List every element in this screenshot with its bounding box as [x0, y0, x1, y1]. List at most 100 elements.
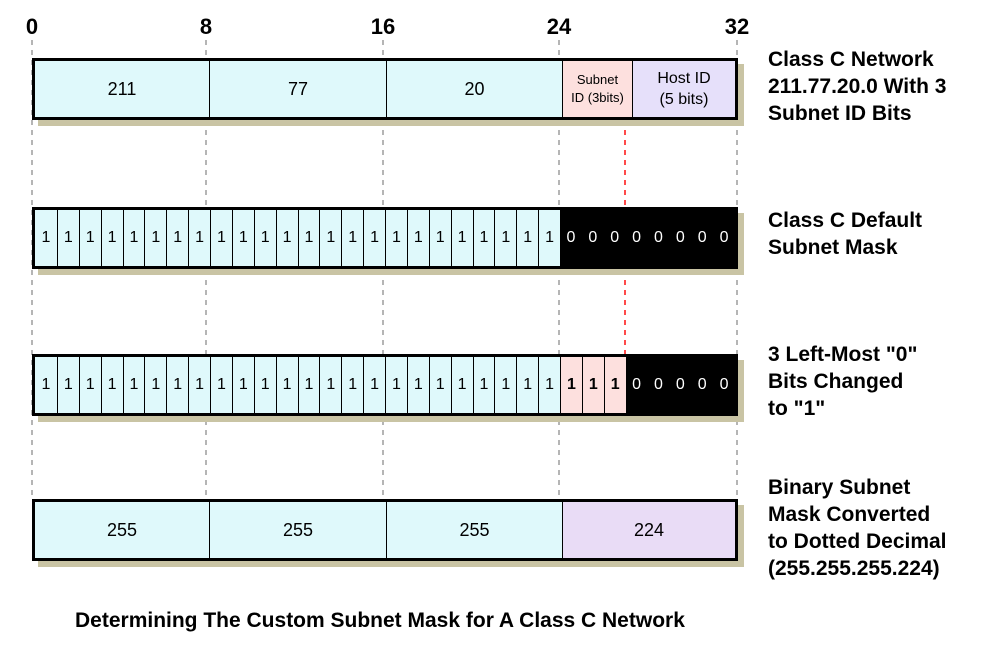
- bit-cell: 0: [625, 210, 648, 266]
- bit-cell: 1: [406, 357, 429, 413]
- custom-mask-label-line: 3 Left-Most "0": [768, 343, 918, 366]
- bit-cell: 1: [538, 357, 560, 413]
- bit-cell: 1: [100, 210, 123, 266]
- scale-label-32: 32: [724, 14, 750, 39]
- bit-cell: 0: [603, 210, 626, 266]
- host-id-segment: Host ID (5 bits): [632, 61, 735, 117]
- decimal-octet-2: 255: [209, 502, 386, 558]
- dotted-decimal-label-line: (255.255.255.224): [768, 557, 940, 580]
- scale-label-24: 24: [546, 14, 572, 39]
- bit-cell: 1: [275, 357, 298, 413]
- bit-cell: 1: [35, 357, 57, 413]
- bit-cell: 1: [341, 357, 364, 413]
- host-id-label-line2: (5 bits): [659, 91, 709, 108]
- bit-cell: 1: [560, 357, 582, 413]
- dotted-decimal-label-line: Mask Converted: [768, 503, 931, 526]
- bit-cell: 1: [385, 357, 407, 413]
- bit-cell: 1: [122, 210, 145, 266]
- bit-cell: 1: [363, 357, 385, 413]
- bit-cell: 0: [669, 357, 692, 413]
- dotted-decimal-row: 255 255 255 224: [32, 499, 738, 561]
- bit-cell: 1: [210, 357, 232, 413]
- bit-cell: 1: [472, 357, 495, 413]
- bit-cell: 1: [494, 210, 517, 266]
- default-mask-label-line: Class C Default: [768, 209, 923, 232]
- bit-cell: 1: [144, 210, 167, 266]
- figure-caption: Determining The Custom Subnet Mask for A…: [75, 609, 685, 632]
- bit-cell: 1: [231, 210, 254, 266]
- bit-cell: 0: [560, 210, 582, 266]
- bit-cell: 1: [363, 210, 385, 266]
- network-row-label: Class C Network 211.77.20.0 With 3 Subne…: [768, 46, 946, 127]
- bit-cell: 1: [188, 210, 210, 266]
- bit-cell: 0: [713, 210, 735, 266]
- bit-cell: 1: [319, 210, 342, 266]
- bit-cell: 1: [406, 210, 429, 266]
- bit-cell: 1: [428, 357, 451, 413]
- bit-cell: 1: [581, 357, 604, 413]
- network-row-label-line: Subnet ID Bits: [768, 102, 912, 125]
- octet-3: 20: [386, 61, 562, 117]
- bit-cell: 1: [428, 210, 451, 266]
- bit-cell: 0: [647, 357, 670, 413]
- bit-cell: 1: [253, 210, 276, 266]
- dotted-decimal-label: Binary Subnet Mask Converted to Dotted D…: [768, 474, 947, 582]
- bit-cell: 1: [210, 210, 232, 266]
- decimal-octet-4: 224: [562, 502, 735, 558]
- bit-cell: 1: [253, 357, 276, 413]
- bit-cell: 1: [341, 210, 364, 266]
- bit-cell: 1: [385, 210, 407, 266]
- network-row-label-line: 211.77.20.0 With 3: [768, 75, 947, 98]
- bit-cell: 1: [122, 357, 145, 413]
- bit-cell: 1: [231, 357, 254, 413]
- bit-cell: 1: [472, 210, 495, 266]
- bit-cell: 1: [166, 357, 189, 413]
- bit-cell: 1: [297, 210, 320, 266]
- bit-cell: 0: [581, 210, 604, 266]
- bit-cell: 1: [538, 210, 560, 266]
- octet-1: 211: [107, 78, 137, 99]
- bit-cell: 1: [56, 210, 79, 266]
- bit-cell: 1: [275, 210, 298, 266]
- scale-label-8: 8: [199, 14, 213, 39]
- bit-cell: 1: [450, 210, 473, 266]
- bit-cell: 1: [188, 357, 210, 413]
- scale-label-0: 0: [25, 14, 39, 39]
- custom-mask-label-line: to "1": [768, 397, 826, 420]
- bit-cell: 0: [713, 357, 735, 413]
- default-mask-label-line: Subnet Mask: [768, 236, 898, 259]
- bit-cell: 1: [144, 357, 167, 413]
- bit-cell: 1: [100, 357, 123, 413]
- bit-cell: 1: [166, 210, 189, 266]
- bit-cell: 0: [669, 210, 692, 266]
- bit-cell: 1: [35, 210, 57, 266]
- bit-cell: 1: [319, 357, 342, 413]
- default-mask-label: Class C Default Subnet Mask: [768, 207, 922, 261]
- decimal-octet-3: 255: [386, 502, 562, 558]
- bit-cell: 1: [78, 210, 101, 266]
- bit-cell: 0: [625, 357, 648, 413]
- dotted-decimal-label-line: Binary Subnet: [768, 476, 911, 499]
- bit-cell: 1: [78, 357, 101, 413]
- bit-cell: 0: [691, 210, 714, 266]
- bit-cell: 1: [56, 357, 79, 413]
- subnet-id-label-line1: Subnet: [576, 72, 619, 87]
- custom-mask-label-line: Bits Changed: [768, 370, 904, 393]
- decimal-octet-1: 255: [106, 519, 138, 540]
- subnet-id-segment: Subnet ID (3bits): [562, 61, 632, 117]
- bit-cell: 0: [647, 210, 670, 266]
- network-row-label-line: Class C Network: [768, 48, 934, 71]
- custom-mask-label: 3 Left-Most "0" Bits Changed to "1": [768, 341, 917, 422]
- bit-cell: 0: [691, 357, 714, 413]
- bit-cell: 1: [450, 357, 473, 413]
- dotted-decimal-label-line: to Dotted Decimal: [768, 530, 947, 553]
- scale-label-16: 16: [370, 14, 396, 39]
- network-address-row: 211 77 20 Subnet ID (3bits) Host ID (5 b…: [32, 58, 738, 120]
- bit-cell: 1: [603, 357, 626, 413]
